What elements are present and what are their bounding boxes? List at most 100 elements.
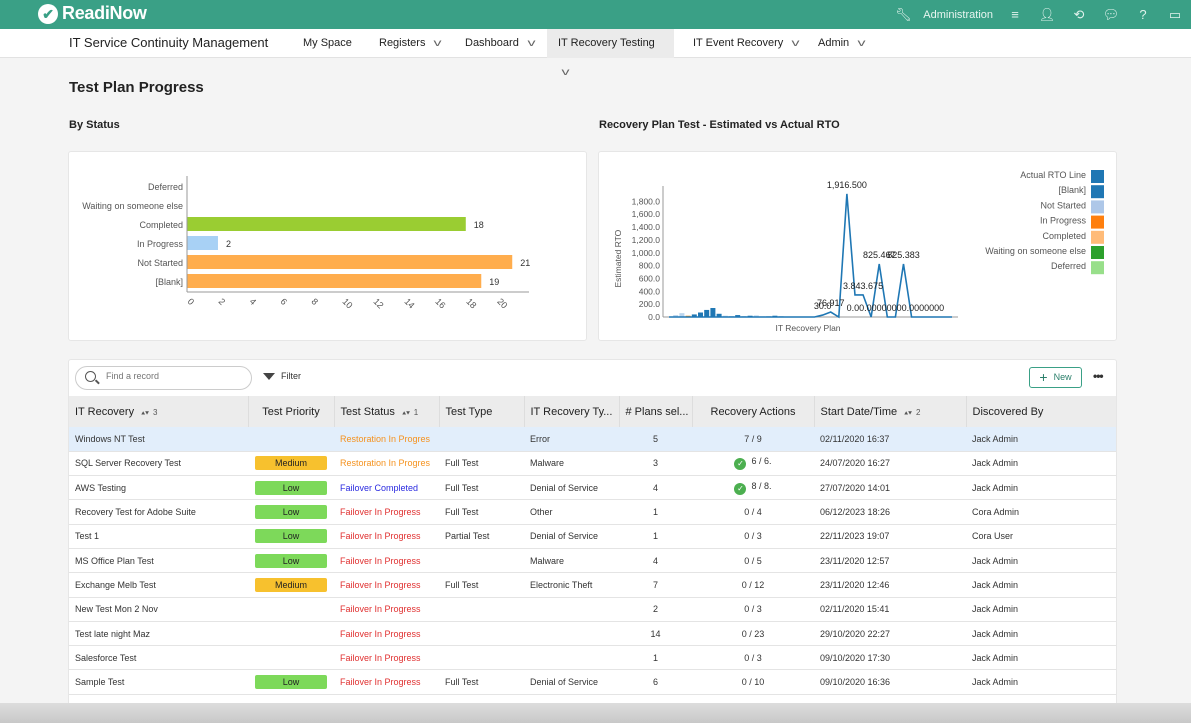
status-bar[interactable] <box>187 255 513 269</box>
wrench-icon[interactable]: 🔧︎ <box>895 6 912 22</box>
administration-link[interactable]: Administration <box>923 8 993 21</box>
cell-plans-selected: 1 <box>619 524 692 549</box>
cell-it-recovery-text: Exchange Melb Test <box>75 579 156 590</box>
cell-recovery-type: Denial of Service <box>524 475 619 501</box>
rto-bar[interactable] <box>691 314 697 317</box>
column-header[interactable]: IT Recovery ▲▼ 3 <box>69 396 249 427</box>
category-label: [Blank] <box>155 277 183 287</box>
cell-test-priority: Low <box>248 669 334 695</box>
cell-test-type: Partial Test <box>439 524 524 549</box>
check-circle-icon: ✓ <box>734 458 747 471</box>
cell-recovery-type: Denial of Service <box>524 669 619 695</box>
cell-test-priority <box>248 621 334 647</box>
column-header[interactable]: IT Recovery Ty... <box>524 396 620 427</box>
cell-plans-selected-text: 6 <box>652 677 658 688</box>
more-options-icon[interactable]: ••• <box>1093 369 1104 383</box>
rto-bar[interactable] <box>704 309 710 317</box>
table-row[interactable]: Recovery Test for Adobe Suite Low Failover… <box>69 499 1116 525</box>
filter-button[interactable]: Filter <box>263 371 301 381</box>
point-value-label: 30.0 <box>814 301 832 311</box>
cell-test-priority: Medium <box>248 451 334 477</box>
cell-it-recovery-text: Salesforce Test <box>75 652 137 663</box>
cell-it-recovery: AWS Testing <box>69 475 248 501</box>
cell-recovery-actions: 0 / 10 <box>692 669 814 695</box>
status-bar[interactable] <box>187 217 466 231</box>
column-header[interactable]: Test Priority <box>248 396 335 427</box>
table-row[interactable]: MS Office Plan Test Low Failover In Progre… <box>69 548 1116 574</box>
rto-bar[interactable] <box>679 313 685 317</box>
table-row[interactable]: AWS Testing Low Failover Completed Full Tes… <box>69 475 1116 501</box>
cell-recovery-type-text: Denial of Service <box>530 677 599 688</box>
cell-start-date: 02/11/2020 15:41 <box>814 597 966 622</box>
x-tick-label: 16 <box>433 296 447 310</box>
cell-test-type <box>439 621 524 647</box>
nav-dashboard[interactable]: Dashboard v <box>459 29 540 58</box>
column-header[interactable]: Test Status ▲▼ 1 <box>334 396 440 427</box>
help-icon[interactable]: ? <box>1139 7 1147 22</box>
table-row[interactable]: Sample Test Low Failover In Progress Full T… <box>69 669 1116 695</box>
cell-start-date-text: 22/11/2023 19:07 <box>820 531 890 542</box>
column-header[interactable]: Start Date/Time ▲▼ 2 <box>814 396 967 427</box>
column-header[interactable]: Discovered By <box>966 396 1116 427</box>
column-header[interactable]: Test Type <box>439 396 525 427</box>
nav-registers[interactable]: Registers v <box>373 29 446 58</box>
nav-bar: IT Service Continuity Management My Spac… <box>0 29 1191 78</box>
cell-test-priority: Low <box>248 499 334 525</box>
cell-it-recovery-text: Recovery Test for Adobe Suite <box>75 507 196 518</box>
cell-discovered-by: Jack Admin <box>966 427 1116 452</box>
new-button[interactable]: + New <box>1029 367 1082 388</box>
point-value-label: 825.467 <box>863 250 896 260</box>
column-header-label: Start Date/Time <box>820 405 898 418</box>
nav-my-space[interactable]: My Space <box>297 29 358 58</box>
table-row[interactable]: Test late night Maz Failover In Progress 1… <box>69 621 1116 647</box>
cell-test-priority: Low <box>248 548 334 574</box>
cell-test-type: Full Test <box>439 669 524 695</box>
x-tick-label: 18 <box>464 296 478 310</box>
cell-plans-selected: 1 <box>619 499 692 525</box>
cell-test-priority: Low <box>248 475 334 501</box>
history-icon[interactable]: ⟲ <box>1073 6 1085 22</box>
cell-test-status: Failover In Progress <box>334 597 439 622</box>
table-row[interactable]: Salesforce Test Failover In Progress 1 0 / … <box>69 645 1116 671</box>
column-header[interactable]: Recovery Actions <box>692 396 815 427</box>
table-row[interactable]: SQL Server Recovery Test Medium Restoratio… <box>69 451 1116 477</box>
table-row[interactable]: Test 1 Low Failover In Progress Partial Tes… <box>69 524 1116 549</box>
rto-chart-heading: Recovery Plan Test - Estimated vs Actual… <box>599 119 840 131</box>
rto-bar[interactable] <box>716 313 722 317</box>
window-icon[interactable]: ▭ <box>1168 6 1182 22</box>
search-box[interactable] <box>75 366 252 390</box>
chat-icon[interactable]: 💬︎ <box>1102 6 1120 22</box>
rto-bar[interactable] <box>710 308 716 317</box>
cell-start-date: 23/11/2020 12:46 <box>814 572 966 598</box>
search-input[interactable] <box>106 371 241 381</box>
rto-bar[interactable] <box>753 315 759 317</box>
cell-it-recovery-text: AWS Testing <box>75 482 127 493</box>
y-tick-label: 400.0 <box>639 286 661 296</box>
rto-bar[interactable] <box>673 315 679 317</box>
sort-arrows-icon[interactable]: ▲▼ <box>903 408 913 416</box>
user-icon[interactable]: 👤︎ <box>1038 6 1056 22</box>
table-row[interactable]: Exchange Melb Test Medium Failover In Prog… <box>69 572 1116 598</box>
nav-it-event-recovery[interactable]: IT Event Recovery v <box>687 29 804 58</box>
table-row[interactable]: New Test Mon 2 Nov Failover In Progress 2 0… <box>69 597 1116 622</box>
sort-arrows-icon[interactable]: ▲▼ <box>400 408 411 416</box>
nav-it-recovery-testing[interactable]: IT Recovery Testing v <box>547 29 674 78</box>
rto-bar[interactable] <box>698 312 703 317</box>
status-bar[interactable] <box>187 236 218 250</box>
column-header-label: Recovery Actions <box>710 405 796 418</box>
nav-admin[interactable]: Admin v <box>812 29 870 58</box>
rto-bar[interactable] <box>735 315 741 317</box>
cell-plans-selected: 14 <box>619 621 692 647</box>
cell-start-date-text: 06/12/2023 18:26 <box>820 507 891 518</box>
x-tick-label: 10 <box>340 296 354 310</box>
app-logo[interactable]: ✔ ReadiNow <box>38 3 147 24</box>
cell-start-date: 29/10/2020 22:27 <box>814 621 966 647</box>
status-bar[interactable] <box>187 274 482 288</box>
actual-rto-line[interactable] <box>669 193 952 319</box>
column-header[interactable]: # Plans sel... <box>619 396 693 427</box>
x-tick-label: 6 <box>279 296 290 307</box>
sort-arrows-icon[interactable]: ▲▼ <box>140 408 150 416</box>
cell-plans-selected: 4 <box>619 475 692 501</box>
table-row[interactable]: Windows NT Test Restoration In Progres Err… <box>69 427 1116 452</box>
menu-icon[interactable]: ≡ <box>1011 7 1019 22</box>
